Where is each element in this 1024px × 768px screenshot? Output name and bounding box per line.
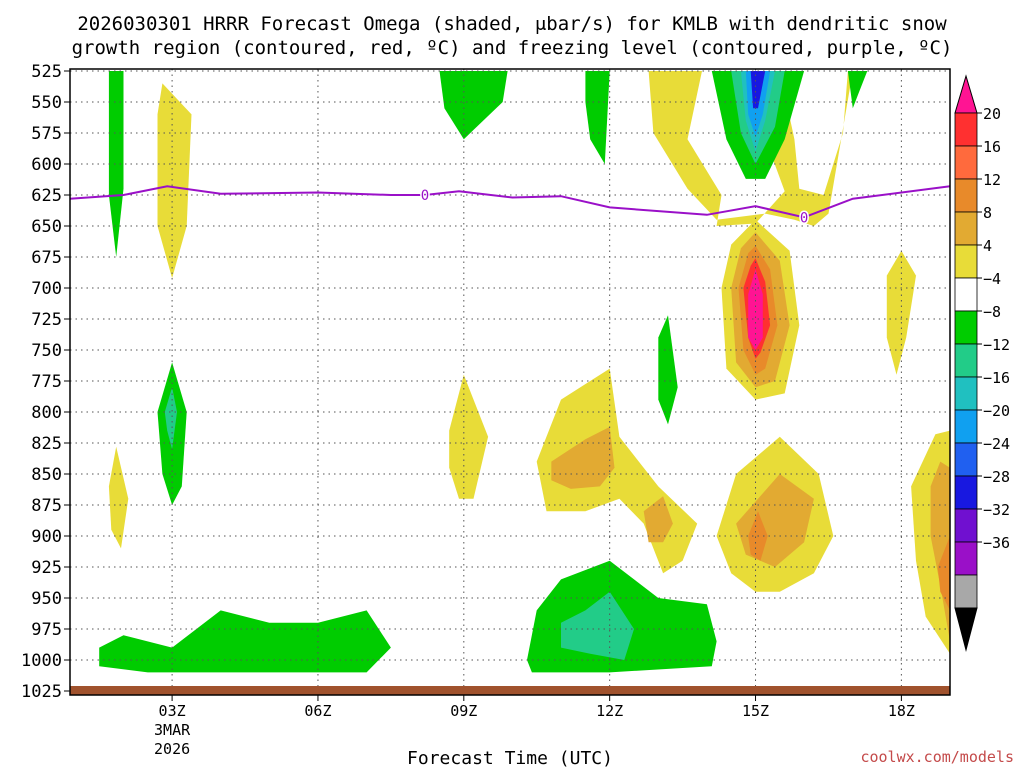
omega-region-17 xyxy=(108,446,129,549)
freezing-level-contour: 00 xyxy=(69,185,951,228)
colorbar-label-7: −12 xyxy=(983,336,1010,354)
y-tick-label-675: 675 xyxy=(31,248,62,268)
colorbar-label-2: 12 xyxy=(983,171,1001,189)
credit-text: coolwx.com/models xyxy=(860,748,1014,766)
colorbar-seg-3 xyxy=(954,211,978,246)
y-tick-label-525: 525 xyxy=(31,62,62,82)
y-tick-label-700: 700 xyxy=(31,279,62,299)
y-tick-label-1025: 1025 xyxy=(21,682,62,702)
x-date-year: 2026 xyxy=(154,740,190,758)
y-tick-label-650: 650 xyxy=(31,217,62,237)
y-tick-label-825: 825 xyxy=(31,434,62,454)
colorbar-label-3: 8 xyxy=(983,204,992,222)
colorbar-top-arrow xyxy=(954,74,978,114)
x-tick-label-06Z: 06Z xyxy=(304,702,331,720)
colorbar-seg-4 xyxy=(954,244,978,279)
y-tick-label-725: 725 xyxy=(31,310,62,330)
omega-region-2 xyxy=(439,71,508,140)
chart-title-line2: growth region (contoured, red, ºC) and f… xyxy=(72,37,953,59)
omega-region-31 xyxy=(99,610,391,673)
omega-region-30 xyxy=(937,536,950,611)
colorbar-seg-12 xyxy=(954,508,978,543)
chart-title-line1: 2026030301 HRRR Forecast Omega (shaded, … xyxy=(77,13,947,35)
y-tick-label-1000: 1000 xyxy=(21,651,62,671)
colorbar-seg-2 xyxy=(954,178,978,213)
x-date-month: 3MAR xyxy=(154,721,191,739)
colorbar-bottom-arrow xyxy=(954,607,978,652)
omega-region-23 xyxy=(551,426,615,489)
x-tick-label-03Z: 03Z xyxy=(159,702,186,720)
omega-region-24 xyxy=(643,496,673,543)
y-tick-label-750: 750 xyxy=(31,341,62,361)
omega-region-10 xyxy=(847,71,868,109)
y-tick-label-625: 625 xyxy=(31,186,62,206)
colorbar-seg-11 xyxy=(954,475,978,510)
omega-region-33 xyxy=(561,591,634,660)
colorbar-label-11: −28 xyxy=(983,468,1010,486)
omega-region-21 xyxy=(658,315,678,425)
x-tick-label-18Z: 18Z xyxy=(888,702,915,720)
omega-region-19 xyxy=(164,387,177,450)
x-tick-label-12Z: 12Z xyxy=(596,702,623,720)
omega-region-3 xyxy=(585,71,610,164)
freezing-level-label-1: 0 xyxy=(800,210,808,226)
y-tick-label-850: 850 xyxy=(31,465,62,485)
y-tick-label-975: 975 xyxy=(31,620,62,640)
colorbar-seg-14 xyxy=(954,574,978,609)
colorbar-label-4: 4 xyxy=(983,237,992,255)
colorbar-seg-10 xyxy=(954,442,978,477)
y-tick-label-950: 950 xyxy=(31,589,62,609)
y-tick-label-550: 550 xyxy=(31,93,62,113)
colorbar: 20 16 12 8 4 −4 −8 −12 −16 −20 −24 −28 −32 −36 xyxy=(954,74,1010,652)
colorbar-seg-6 xyxy=(954,310,978,345)
omega-region-4 xyxy=(648,71,853,226)
colorbar-seg-13 xyxy=(954,541,978,576)
omega-region-9 xyxy=(750,71,766,109)
colorbar-seg-7 xyxy=(954,343,978,378)
y-tick-label-800: 800 xyxy=(31,403,62,423)
colorbar-seg-1 xyxy=(954,145,978,180)
colorbar-seg-9 xyxy=(954,409,978,444)
y-tick-label-575: 575 xyxy=(31,124,62,144)
colorbar-label-12: −32 xyxy=(983,501,1010,519)
y-axis-pressure: 525 550 575 600 625 650 675 700 725 750 775 800 825 8… xyxy=(21,62,70,702)
plot-frame xyxy=(69,68,951,696)
x-tick-label-15Z: 15Z xyxy=(742,702,769,720)
freezing-level-label-0: 0 xyxy=(421,188,429,204)
colorbar-label-8: −16 xyxy=(983,369,1010,387)
ground-fill xyxy=(70,686,950,695)
colorbar-seg-0 xyxy=(954,112,978,147)
omega-region-1 xyxy=(157,83,192,279)
colorbar-label-10: −24 xyxy=(983,435,1010,453)
omega-region-15 xyxy=(748,269,763,350)
colorbar-label-6: −8 xyxy=(983,303,1001,321)
x-tick-label-09Z: 09Z xyxy=(450,702,477,720)
omega-shading xyxy=(99,71,950,673)
y-tick-label-875: 875 xyxy=(31,496,62,516)
colorbar-label-5: −4 xyxy=(983,270,1001,288)
x-axis-title: Forecast Time (UTC) xyxy=(407,748,613,768)
y-tick-label-775: 775 xyxy=(31,372,62,392)
y-tick-label-900: 900 xyxy=(31,527,62,547)
omega-region-0 xyxy=(108,71,124,257)
grid-lines xyxy=(70,69,950,695)
colorbar-label-0: 20 xyxy=(983,105,1001,123)
colorbar-seg-5 xyxy=(954,277,978,312)
y-tick-label-925: 925 xyxy=(31,558,62,578)
colorbar-label-1: 16 xyxy=(983,138,1001,156)
y-tick-label-600: 600 xyxy=(31,155,62,175)
omega-region-16 xyxy=(886,250,916,375)
omega-region-20 xyxy=(449,374,489,499)
freezing-level-line xyxy=(69,185,951,219)
colorbar-label-9: −20 xyxy=(983,402,1010,420)
plot-area xyxy=(99,71,950,673)
ground-strip xyxy=(70,686,950,695)
colorbar-seg-8 xyxy=(954,376,978,411)
colorbar-label-13: −36 xyxy=(983,534,1010,552)
